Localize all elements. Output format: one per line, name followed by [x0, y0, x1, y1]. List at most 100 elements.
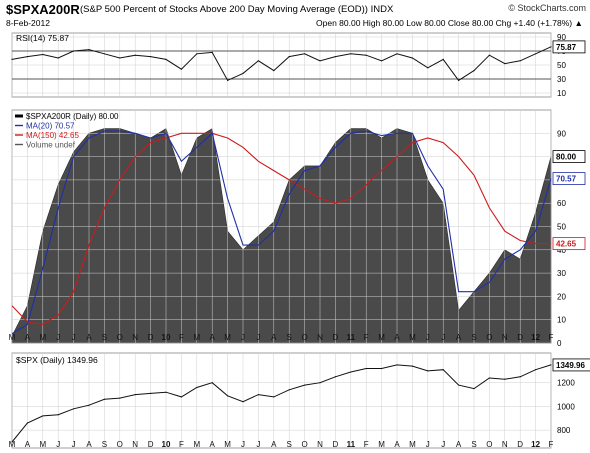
spx-point [550, 364, 552, 366]
spx-x-tick-label: S [102, 440, 107, 449]
spx-point [304, 384, 306, 386]
rsi-tick-label: 30 [557, 75, 566, 84]
spx-point [381, 367, 383, 370]
rsi-point [458, 79, 460, 81]
ma20-value-label-box [552, 172, 586, 185]
spx-point [88, 404, 90, 406]
rsi-point [103, 53, 105, 55]
rsi-point [396, 53, 398, 55]
rsi-point [319, 60, 321, 62]
main-x-tick-label: F [179, 333, 184, 342]
main-legend-entry: Volume undef [26, 141, 76, 150]
spx-current-label: 1349.96 [556, 361, 585, 370]
main-legend-entry: MA(150) 42.65 [26, 131, 79, 140]
spx-x-tick-label: A [210, 440, 216, 449]
spx-x-tick-label: M [39, 440, 46, 449]
spx-point [396, 364, 398, 366]
main-x-tick-label: S [471, 333, 476, 342]
rsi-line [11, 46, 552, 82]
main-x-tick-label: O [301, 333, 307, 342]
rsi-tick-label: 90 [557, 33, 566, 42]
rsi-point [26, 56, 28, 58]
spx-x-tick-label: J [72, 440, 76, 449]
spx-line [11, 364, 552, 443]
main-x-tick-label: A [86, 333, 92, 342]
main-legend-entry: $SPXA200R (Daily) 80.00 [26, 112, 119, 121]
spx-x-tick-label: A [394, 440, 400, 449]
main-tick-label: 50 [557, 223, 566, 232]
main-x-tick-label: J [72, 333, 76, 342]
rsi-point [180, 68, 182, 70]
spx-x-tick-label: J [56, 440, 60, 449]
rsi-tick-label: 10 [557, 89, 566, 98]
main-x-tick-label: M [409, 333, 416, 342]
main-x-tick-label: A [25, 333, 31, 342]
main-x-tick-label: M [378, 333, 385, 342]
main-x-tick-label: J [256, 333, 260, 342]
main-panel: 9080706050403020100MAMJJASOND10FMAMJJASO… [9, 109, 586, 348]
main-x-tick-label: M [39, 333, 46, 342]
main-tick-label: 0 [557, 339, 562, 348]
rsi-point [134, 54, 136, 56]
spx-point [442, 369, 444, 371]
main-x-tick-label: 11 [347, 333, 356, 342]
spx-point [57, 414, 59, 416]
spx-tick-label: 800 [557, 426, 571, 435]
spx-x-tick-label: A [86, 440, 92, 449]
main-x-tick-label: J [441, 333, 445, 342]
rsi-point [211, 51, 213, 54]
spx-point [165, 391, 167, 393]
spx-point [458, 384, 460, 386]
ma150-value-label-box [552, 237, 586, 251]
spx-tick-label: 1000 [557, 402, 575, 411]
spx-x-tick-label: 10 [162, 440, 171, 449]
main-x-tick-label: J [426, 333, 430, 342]
rsi-point [42, 53, 44, 56]
spx-x-tick-label: M [224, 440, 231, 449]
spx-point [150, 392, 152, 394]
rsi-point [11, 58, 13, 61]
spx-x-tick-label: F [179, 440, 184, 449]
spx-x-tick-label: S [471, 440, 476, 449]
main-x-tick-label: 10 [162, 333, 171, 342]
main-x-tick-label: O [486, 333, 492, 342]
spx-x-tick-label: J [426, 440, 430, 449]
spx-point [211, 382, 213, 384]
rsi-point [119, 57, 121, 59]
spx-point [103, 398, 105, 400]
brand-credit: © StockCharts.com [508, 3, 586, 13]
spx-x-tick-label: J [241, 440, 245, 449]
spx-point [473, 388, 475, 390]
main-x-tick-label: O [117, 333, 123, 342]
rsi-point [473, 70, 475, 72]
rsi-point [304, 53, 306, 55]
spx-point [411, 365, 413, 367]
spx-point [227, 395, 229, 397]
spx-x-tick-label: F [549, 440, 554, 449]
spx-point [73, 408, 75, 410]
spx-point [350, 371, 352, 373]
main-x-tick-label: M [224, 333, 231, 342]
main-x-tick-label: F [364, 333, 369, 342]
spx-x-tick-label: M [9, 440, 16, 449]
ohlc-summary: Open 80.00 High 80.00 Low 80.00 Close 80… [316, 18, 583, 28]
spx-point [257, 393, 259, 396]
spx-point [196, 386, 198, 389]
spx-x-tick-label: J [441, 440, 445, 449]
spx-x-tick-label: N [132, 440, 138, 449]
ma150-line [11, 132, 551, 325]
rsi-point [535, 53, 537, 55]
spx-x-tick-label: A [456, 440, 462, 449]
main-x-tick-label: M [193, 333, 200, 342]
spx-x-tick-label: N [317, 440, 323, 449]
spx-point [134, 393, 136, 396]
spx-point [119, 397, 121, 399]
spx-point [273, 396, 275, 398]
spx-x-tick-label: D [333, 440, 339, 449]
main-tick-label: 90 [557, 129, 566, 138]
main-x-tick-label: N [502, 333, 508, 342]
rsi-point [350, 53, 352, 55]
main-tick-label: 60 [557, 199, 566, 208]
spx-x-tick-label: S [287, 440, 292, 449]
spx-x-tick-label: 12 [531, 440, 540, 449]
